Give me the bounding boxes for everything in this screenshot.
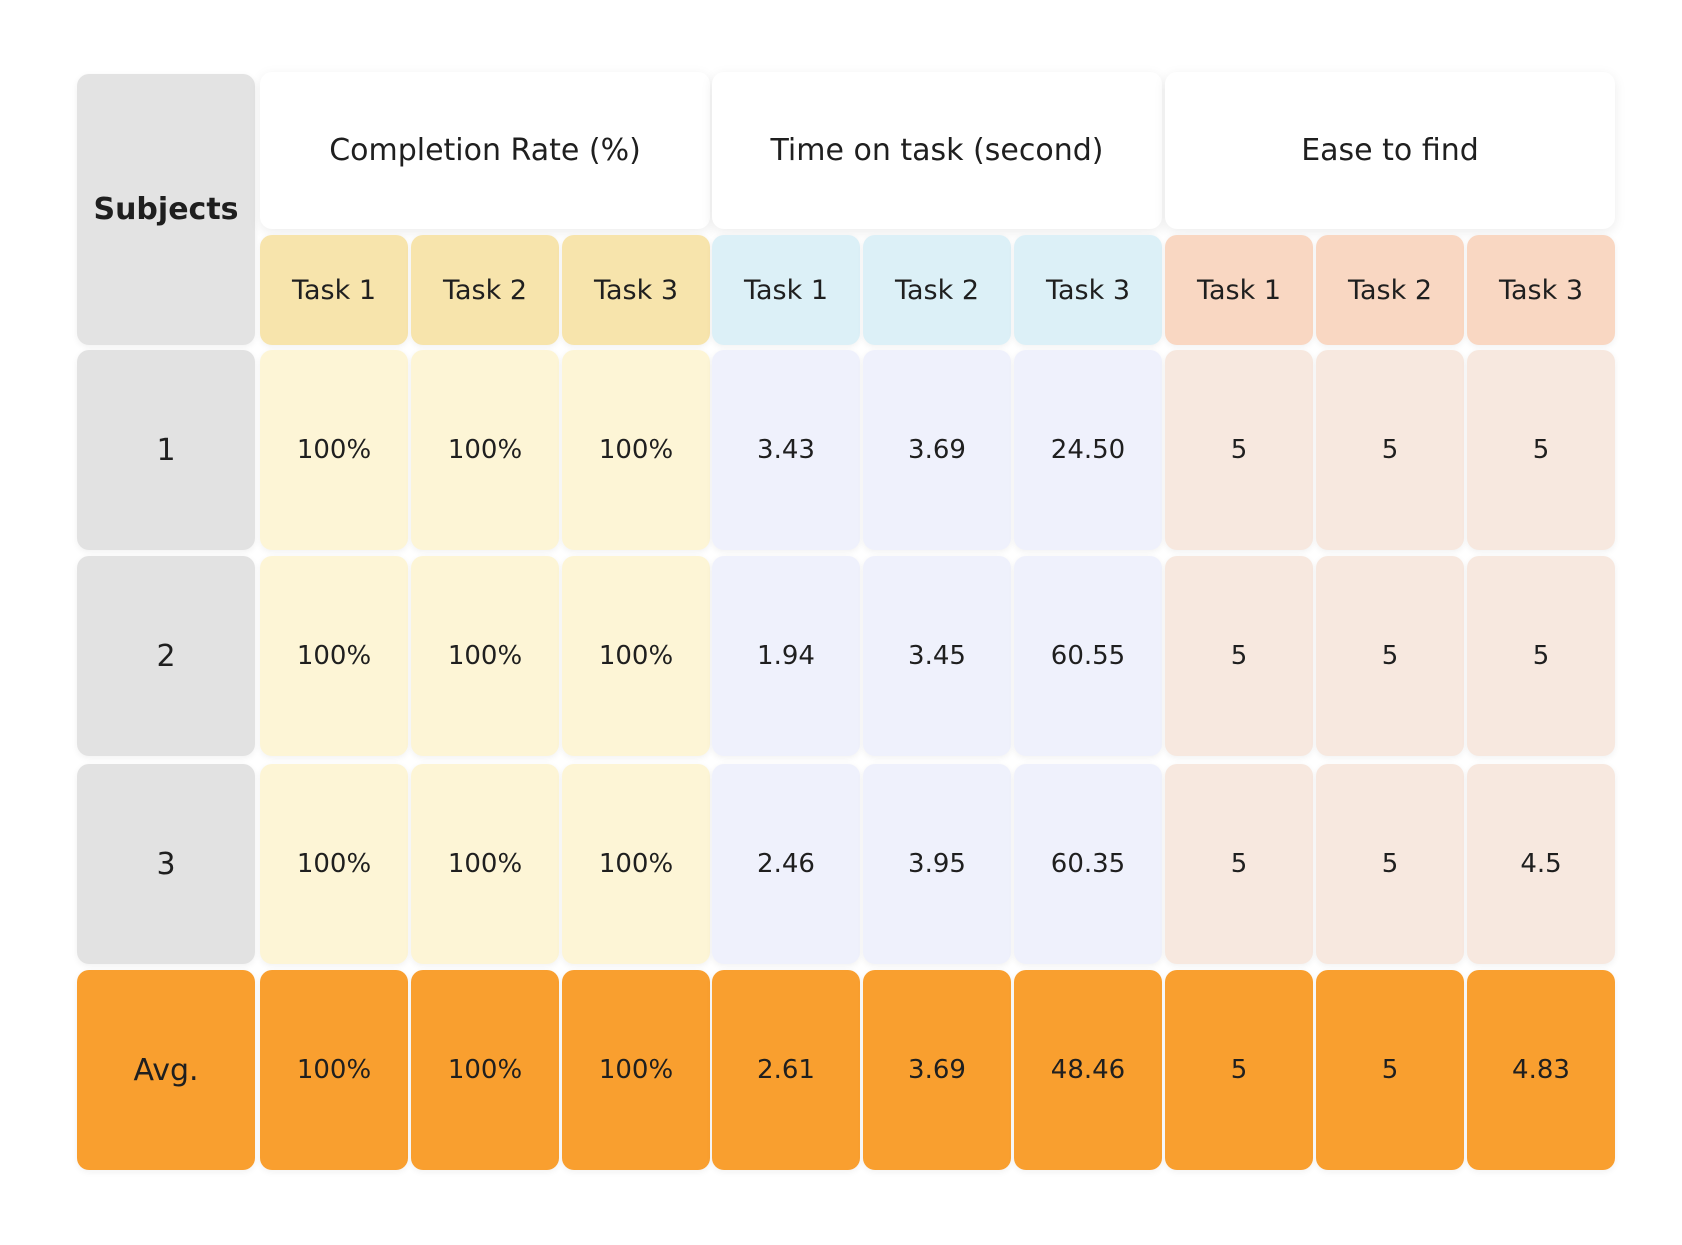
data-cell: 3.69 bbox=[863, 350, 1011, 550]
data-cell: 24.50 bbox=[1014, 350, 1162, 550]
task-header: Task 1 bbox=[712, 235, 860, 345]
data-cell: 3.95 bbox=[863, 764, 1011, 964]
subject-cell: 3 bbox=[77, 764, 255, 964]
group-header: Time on task (second) bbox=[712, 72, 1162, 229]
task-header: Task 1 bbox=[1165, 235, 1313, 345]
average-cell: 2.61 bbox=[712, 970, 860, 1170]
average-cell: 3.69 bbox=[863, 970, 1011, 1170]
subject-cell: 2 bbox=[77, 556, 255, 756]
average-cell: 5 bbox=[1165, 970, 1313, 1170]
data-cell: 100% bbox=[260, 556, 408, 756]
subjects-header: Subjects bbox=[77, 74, 255, 345]
task-header: Task 2 bbox=[863, 235, 1011, 345]
data-cell: 5 bbox=[1316, 350, 1464, 550]
data-cell: 5 bbox=[1467, 350, 1615, 550]
task-header: Task 3 bbox=[562, 235, 710, 345]
data-cell: 100% bbox=[562, 350, 710, 550]
task-header: Task 2 bbox=[1316, 235, 1464, 345]
data-cell: 2.46 bbox=[712, 764, 860, 964]
data-cell: 60.35 bbox=[1014, 764, 1162, 964]
average-cell: 48.46 bbox=[1014, 970, 1162, 1170]
group-header: Ease to find bbox=[1165, 72, 1615, 229]
data-cell: 3.43 bbox=[712, 350, 860, 550]
task-header: Task 3 bbox=[1467, 235, 1615, 345]
group-header: Completion Rate (%) bbox=[260, 72, 710, 229]
data-cell: 3.45 bbox=[863, 556, 1011, 756]
data-cell: 4.5 bbox=[1467, 764, 1615, 964]
average-cell: 4.83 bbox=[1467, 970, 1615, 1170]
data-cell: 100% bbox=[260, 764, 408, 964]
average-cell: 100% bbox=[411, 970, 559, 1170]
data-cell: 5 bbox=[1165, 350, 1313, 550]
average-cell: 5 bbox=[1316, 970, 1464, 1170]
task-header: Task 2 bbox=[411, 235, 559, 345]
average-cell: 100% bbox=[562, 970, 710, 1170]
data-cell: 100% bbox=[260, 350, 408, 550]
data-cell: 100% bbox=[562, 556, 710, 756]
subject-cell: 1 bbox=[77, 350, 255, 550]
data-cell: 100% bbox=[411, 350, 559, 550]
data-cell: 100% bbox=[411, 556, 559, 756]
data-cell: 60.55 bbox=[1014, 556, 1162, 756]
data-cell: 100% bbox=[411, 764, 559, 964]
data-cell: 1.94 bbox=[712, 556, 860, 756]
average-cell: 100% bbox=[260, 970, 408, 1170]
data-cell: 5 bbox=[1467, 556, 1615, 756]
task-header: Task 3 bbox=[1014, 235, 1162, 345]
average-label: Avg. bbox=[77, 970, 255, 1170]
data-cell: 100% bbox=[562, 764, 710, 964]
data-cell: 5 bbox=[1165, 764, 1313, 964]
task-header: Task 1 bbox=[260, 235, 408, 345]
data-cell: 5 bbox=[1316, 556, 1464, 756]
data-cell: 5 bbox=[1316, 764, 1464, 964]
data-cell: 5 bbox=[1165, 556, 1313, 756]
